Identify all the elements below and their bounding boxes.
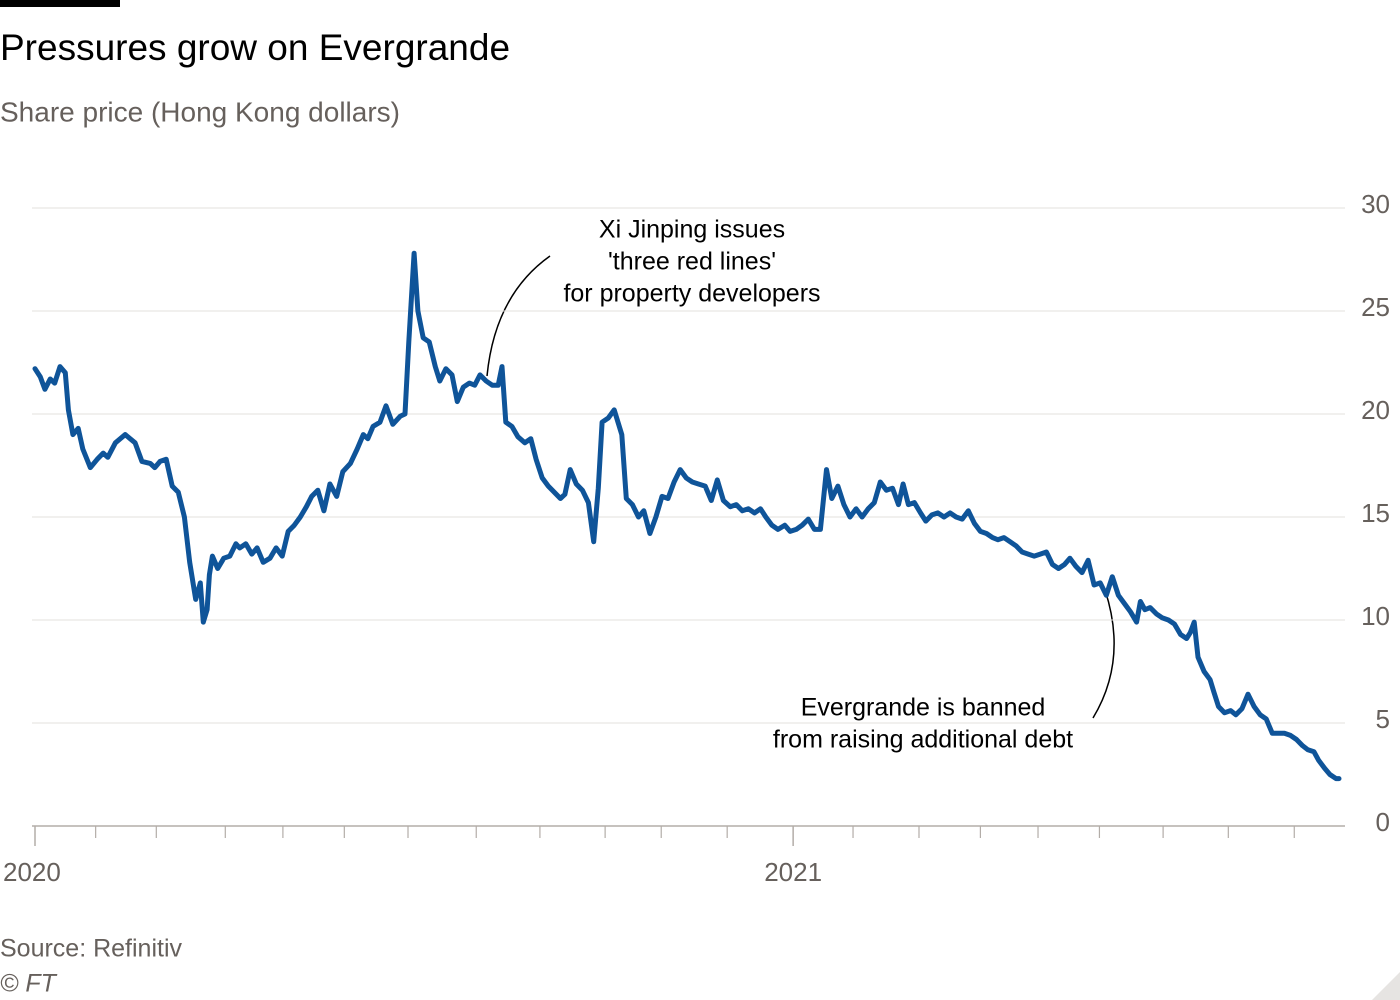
annotation: Evergrande is banned (801, 694, 1046, 722)
source: Source: Refinitiv (0, 935, 183, 963)
y-tick-label: 30 (1361, 189, 1390, 219)
y-tick-label: 25 (1361, 292, 1390, 322)
annotation: from raising additional debt (773, 726, 1073, 754)
x-tick-label: 2020 (3, 857, 61, 887)
chart-subtitle: Share price (Hong Kong dollars) (0, 96, 400, 127)
y-tick-label: 10 (1361, 601, 1390, 631)
y-tick-label: 20 (1361, 395, 1390, 425)
credit: © FT (0, 970, 58, 998)
y-tick-label: 0 (1376, 807, 1390, 837)
annotation: 'three red lines' (608, 248, 776, 276)
chart-title: Pressures grow on Evergrande (0, 27, 510, 68)
annotation-connector (486, 255, 551, 377)
annotation-connector (1092, 589, 1115, 719)
annotation: for property developers (563, 280, 820, 308)
annotation: Xi Jinping issues (599, 216, 785, 244)
brand-bar (0, 0, 120, 7)
y-tick-label: 5 (1376, 704, 1390, 734)
y-tick-label: 15 (1361, 498, 1390, 528)
corner-mark (1372, 972, 1400, 1000)
price-line (32, 250, 1342, 782)
x-tick-label: 2021 (764, 857, 822, 887)
